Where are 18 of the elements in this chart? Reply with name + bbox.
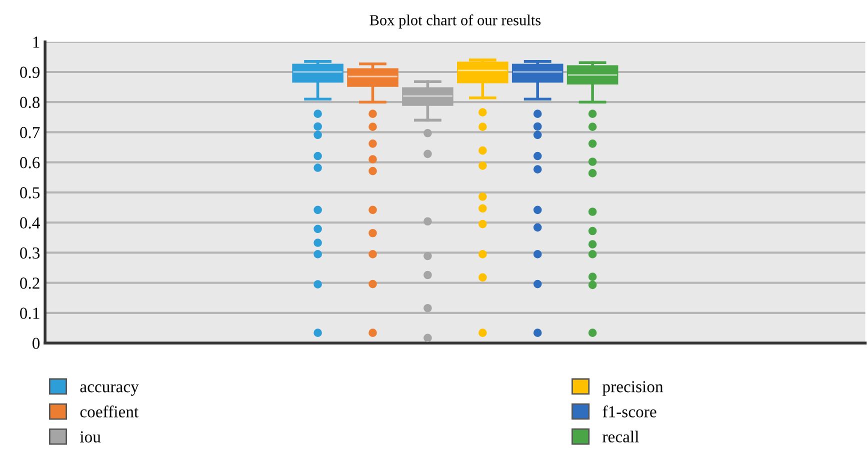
y-tick-label: 0 xyxy=(32,338,40,350)
chart-title: Box plot chart of our results xyxy=(370,14,541,28)
y-tick-label: 1 xyxy=(33,36,40,48)
y-tick-label: 0.6 xyxy=(20,157,40,168)
legend-label: precision xyxy=(602,381,664,396)
legend-label: f1-score xyxy=(602,405,656,418)
y-tick-label: 0.9 xyxy=(20,66,40,78)
y-tick-label: 0.1 xyxy=(20,308,40,319)
y-tick-label: 0.3 xyxy=(20,247,40,259)
legend-label: coeffient xyxy=(80,406,139,418)
y-tick-label: 0.2 xyxy=(20,278,40,289)
legend-label: iou xyxy=(80,431,101,442)
legend-label: recall xyxy=(602,430,639,442)
y-tick-label: 0.4 xyxy=(20,217,40,229)
legend-label: accuracy xyxy=(80,384,139,396)
y-tick-label: 0.8 xyxy=(20,96,40,108)
y-tick-label: 0.7 xyxy=(20,126,40,138)
y-tick-label: 0.5 xyxy=(20,187,40,198)
